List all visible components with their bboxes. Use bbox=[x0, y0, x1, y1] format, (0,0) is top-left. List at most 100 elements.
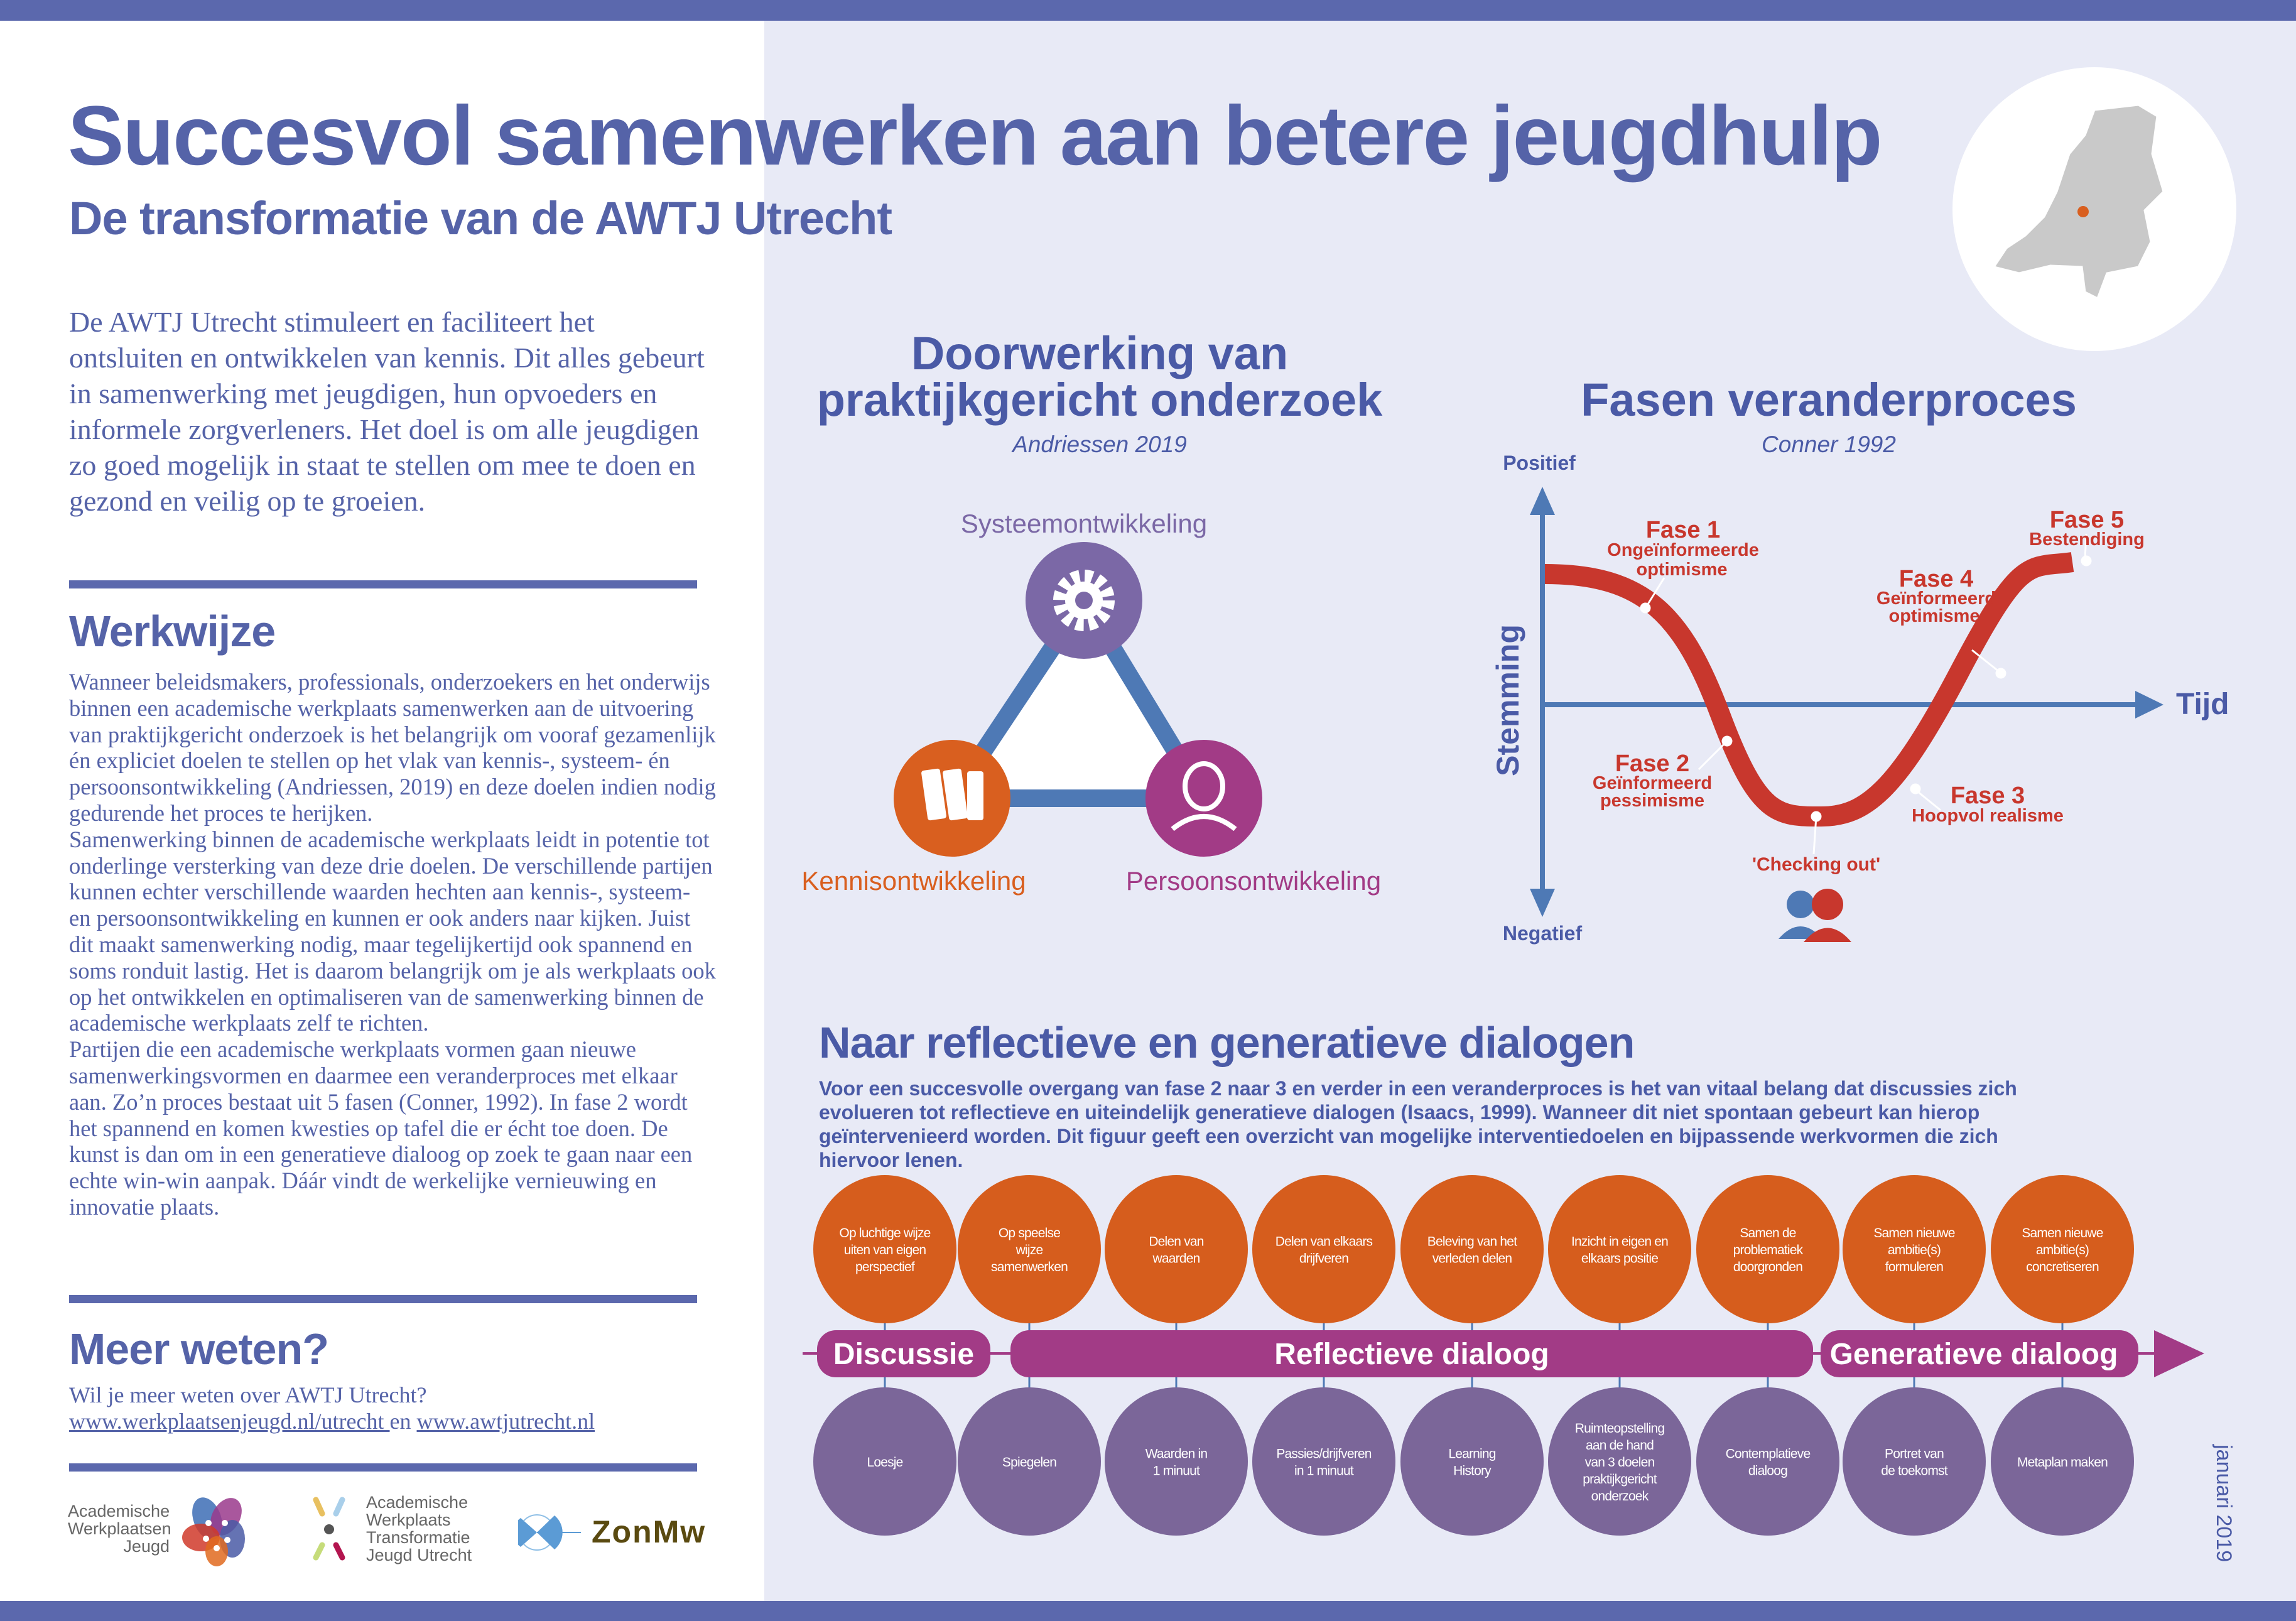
gear-icon bbox=[1026, 542, 1142, 659]
method-circle bbox=[1252, 1387, 1395, 1536]
phase-3-desc: Hoopvol realisme bbox=[1912, 806, 2064, 826]
label-persoon: Persoonsontwikkeling bbox=[1126, 866, 1381, 896]
goal-circle bbox=[1548, 1175, 1691, 1323]
left-panel bbox=[0, 21, 764, 1601]
logo-line: Werkplaatsen bbox=[68, 1519, 171, 1538]
logo-awj-text: Academische Werkplaatsen Jeugd bbox=[68, 1502, 171, 1555]
phase-3-name: Fase 3 bbox=[1951, 783, 2025, 809]
method-circle bbox=[1400, 1387, 1544, 1536]
method-text: dialoog bbox=[1748, 1464, 1787, 1478]
y-axis-arrow-down bbox=[1530, 889, 1555, 917]
dialogen-title: Naar reflectieve en generatieve dialogen bbox=[819, 1018, 1635, 1067]
method-text: praktijkgericht bbox=[1583, 1472, 1657, 1487]
method-text: Loesje bbox=[867, 1455, 902, 1470]
goal-text: Inzicht in eigen en bbox=[1571, 1235, 1668, 1249]
goal-circle bbox=[1105, 1175, 1248, 1323]
link-werkplaatsenjeugd[interactable]: www.werkplaatsenjeugd.nl/utrecht bbox=[69, 1409, 390, 1434]
goal-circle bbox=[1843, 1175, 1986, 1323]
phase-1-name: Fase 1 bbox=[1646, 517, 1720, 543]
goal-text: samenwerken bbox=[991, 1260, 1068, 1274]
divider bbox=[69, 1295, 697, 1303]
logo-zonmw-text: ZonMw bbox=[592, 1514, 707, 1549]
logo-line: Academische bbox=[68, 1502, 170, 1521]
y-axis-arrow-up bbox=[1530, 487, 1555, 515]
dialog-diagram: Op luchtige wijze uiten van eigen perspect… bbox=[803, 1175, 2204, 1536]
method-circle bbox=[1548, 1387, 1691, 1536]
doorwerking-source: Andriessen 2019 bbox=[1011, 431, 1187, 457]
goal-text: perspectief bbox=[855, 1260, 915, 1274]
triangle bbox=[943, 592, 1213, 807]
method-circle bbox=[1843, 1387, 1986, 1536]
goal-text: Op speelse bbox=[999, 1226, 1060, 1240]
method-text: onderzoek bbox=[1591, 1489, 1649, 1504]
y-axis-label: Stemming bbox=[1490, 624, 1525, 776]
logo-line: Academische bbox=[366, 1493, 468, 1512]
method-circle bbox=[958, 1387, 1101, 1536]
werkwijze-paragraph: Partijen die een academische werkplaats … bbox=[69, 1036, 693, 1220]
method-text: de toekomst bbox=[1881, 1464, 1948, 1478]
person-icon bbox=[1145, 740, 1262, 857]
method-text: Spiegelen bbox=[1002, 1455, 1056, 1470]
method-text: Waarden in bbox=[1145, 1447, 1208, 1461]
stage-label: Discussie bbox=[833, 1338, 974, 1371]
stage-label: Generatieve dialoog bbox=[1830, 1338, 2118, 1371]
band-arrow bbox=[2154, 1330, 2204, 1377]
link-awtjutrecht[interactable]: www.awtjutrecht.nl bbox=[416, 1409, 595, 1434]
stage-discussie bbox=[817, 1330, 990, 1377]
fasen-title: Fasen veranderproces bbox=[1581, 374, 2077, 426]
goal-circle bbox=[1252, 1175, 1395, 1323]
phase-2-desc: Geïnformeerd bbox=[1593, 773, 1712, 793]
method-text: in 1 minuut bbox=[1294, 1464, 1354, 1478]
label-kennis: Kennisontwikkeling bbox=[801, 866, 1026, 896]
method-circle bbox=[1991, 1387, 2134, 1536]
doorwerking-diagram: Doorwerking van praktijkgericht onderzoe… bbox=[801, 327, 1383, 896]
checking-out-label: 'Checking out' bbox=[1752, 854, 1880, 875]
divider bbox=[69, 1463, 697, 1472]
method-text: Portret van bbox=[1885, 1447, 1944, 1461]
goal-circle bbox=[1400, 1175, 1544, 1323]
phase-2-desc: pessimisme bbox=[1600, 791, 1704, 811]
logo-line: Jeugd Utrecht bbox=[366, 1546, 472, 1564]
date-label: januari 2019 bbox=[2212, 1445, 2236, 1563]
goal-text: verleden delen bbox=[1432, 1252, 1512, 1266]
intro-text: De AWTJ Utrecht stimuleert en faciliteer… bbox=[69, 306, 705, 517]
method-text: Learning bbox=[1448, 1447, 1495, 1461]
bottom-bar bbox=[0, 1601, 2296, 1621]
more-question: Wil je meer weten over AWTJ Utrecht? bbox=[69, 1382, 427, 1407]
phase-1-desc: Ongeïnformeerde bbox=[1607, 540, 1759, 560]
stage-reflectieve bbox=[1010, 1330, 1813, 1377]
doorwerking-title-1: Doorwerking van bbox=[911, 327, 1288, 379]
phase-4-name: Fase 4 bbox=[1899, 566, 1973, 592]
goal-circle bbox=[813, 1175, 956, 1323]
doorwerking-title-2: praktijkgericht onderzoek bbox=[817, 374, 1383, 426]
goal-circle bbox=[1696, 1175, 1839, 1323]
goal-text: Samen nieuwe bbox=[1873, 1226, 1954, 1240]
goal-text: uiten van eigen bbox=[844, 1243, 926, 1257]
x-axis-label: Tijd bbox=[2176, 688, 2229, 721]
goal-text: drijfveren bbox=[1299, 1252, 1348, 1266]
phase-5-desc: Bestendiging bbox=[2029, 529, 2145, 550]
logo-awj-icon bbox=[182, 1497, 245, 1566]
two-people-icon bbox=[1779, 889, 1851, 942]
phase-4-desc: Geïnformeerd bbox=[1876, 588, 1996, 609]
netherlands-map bbox=[1952, 67, 2236, 351]
method-circle bbox=[1105, 1387, 1248, 1536]
dialogen-text: Voor een succesvolle overgang van fase 2… bbox=[819, 1077, 2017, 1171]
phase-4-desc: optimisme bbox=[1888, 606, 1979, 626]
method-circle bbox=[1696, 1387, 1839, 1536]
goal-circle bbox=[1991, 1175, 2134, 1323]
method-text: 1 minuut bbox=[1153, 1464, 1200, 1478]
fasen-source: Conner 1992 bbox=[1762, 431, 1896, 457]
more-info: Wil je meer weten over AWTJ Utrecht? www… bbox=[69, 1382, 595, 1434]
method-text: Passies/drijfveren bbox=[1276, 1447, 1371, 1461]
link-connector: en bbox=[389, 1409, 417, 1434]
method-text: Ruimteopstelling bbox=[1575, 1421, 1665, 1436]
page-title: Succesvol samenwerken aan betere jeugdhu… bbox=[68, 89, 1882, 183]
goal-text: wijze bbox=[1015, 1243, 1043, 1257]
goal-text: ambitie(s) bbox=[1888, 1243, 1941, 1257]
page-subtitle: De transformatie van de AWTJ Utrecht bbox=[69, 192, 892, 244]
method-text: Contemplatieve bbox=[1726, 1447, 1811, 1461]
phase-labels: Fase 1 Ongeïnformeerde optimisme Fase 2 … bbox=[1593, 507, 2145, 875]
goal-text: Samen de bbox=[1740, 1226, 1795, 1240]
goal-text: Delen van elkaars bbox=[1275, 1235, 1373, 1249]
